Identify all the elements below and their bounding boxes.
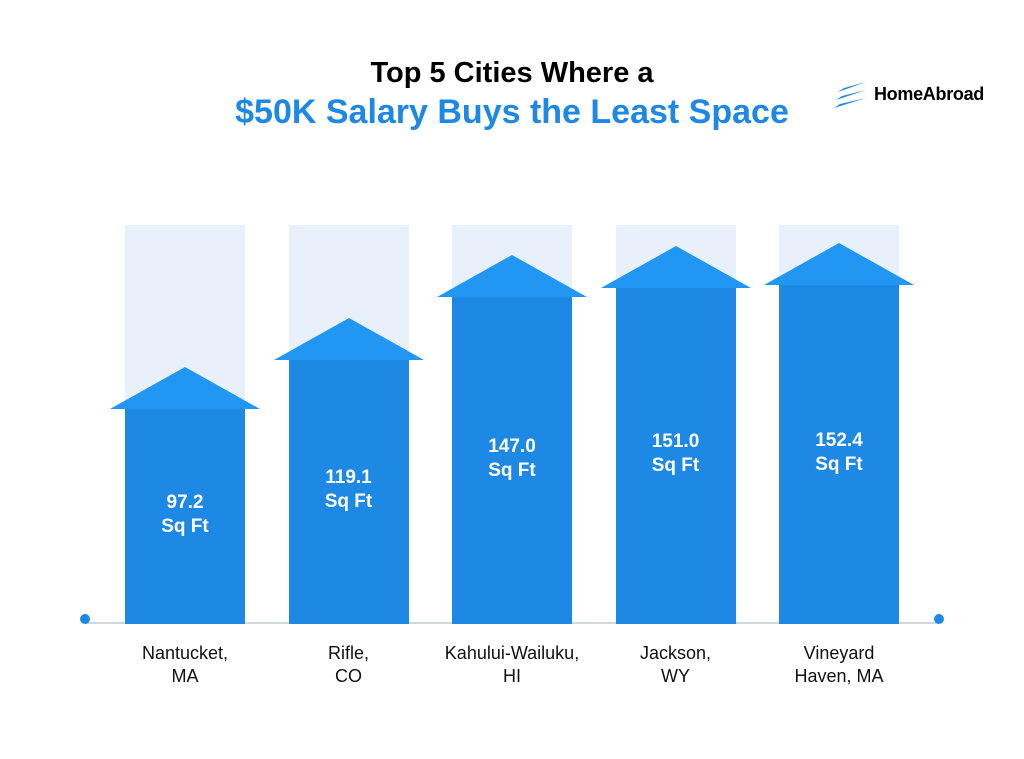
city-label-line1: Kahului-Wailuku, [445, 643, 579, 663]
bar: 97.2 Sq Ft [125, 405, 245, 624]
city-label-line2: MA [172, 666, 199, 686]
bar-value-unit: Sq Ft [815, 454, 863, 475]
bar-value-label: 152.4 Sq Ft [815, 429, 863, 477]
axis-dot-right [934, 614, 944, 624]
bar-arrow-cap-icon [110, 367, 260, 409]
bar: 147.0 Sq Ft [452, 293, 572, 624]
bar-value-unit: Sq Ft [652, 455, 700, 476]
city-label-line2: WY [661, 666, 690, 686]
city-label-line2: CO [335, 666, 362, 686]
bar-value-number: 152.4 [815, 430, 863, 451]
bar-arrow-cap-icon [274, 318, 424, 360]
bar-column: 147.0Sq FtKahului-Wailuku,HI [452, 225, 572, 694]
bar-column: 152.4 Sq Ft Vineyard Haven, MA [779, 225, 899, 694]
bar-value-unit: Sq Ft [161, 516, 209, 537]
bar-column: 119.1 Sq Ft Rifle, CO [289, 225, 409, 694]
bar-value-number: 119.1 [325, 467, 372, 488]
city-label-line1: Nantucket, [142, 643, 228, 663]
bar: 151.0 Sq Ft [616, 284, 736, 624]
bar-value-number: 147.0 [488, 436, 536, 457]
city-label: Vineyard Haven, MA [759, 642, 919, 689]
bar-value-label: 151.0 Sq Ft [652, 430, 700, 478]
city-label-line1: Jackson, [640, 643, 711, 663]
bar: 119.1 Sq Ft [289, 356, 409, 624]
brand-logo: HomeAbroad [834, 80, 984, 108]
city-label: Nantucket, MA [105, 642, 265, 689]
brand-logo-icon [834, 80, 866, 108]
city-label-line2: HI [503, 666, 521, 686]
bar-value-label: 97.2 Sq Ft [161, 491, 209, 539]
axis-dot-left [80, 614, 90, 624]
chart-area: 97.2Sq FtNantucket,MA119.1Sq FtRifle,CO1… [85, 225, 939, 694]
bar: 152.4 Sq Ft [779, 281, 899, 624]
bar-value-number: 151.0 [652, 431, 700, 452]
brand-name: HomeAbroad [874, 84, 984, 105]
city-label: Kahului-Wailuku, HI [432, 642, 592, 689]
bar-value-number: 97.2 [167, 492, 204, 513]
bar-arrow-cap-icon [764, 243, 914, 285]
bar-column: 151.0 Sq Ft Jackson, WY [616, 225, 736, 694]
bar-arrow-cap-icon [437, 255, 587, 297]
city-label: Rifle, CO [269, 642, 429, 689]
city-label-line1: Rifle, [328, 643, 369, 663]
bar-value-unit: Sq Ft [325, 491, 373, 512]
city-label: Jackson, WY [596, 642, 756, 689]
city-label-line2: Haven, MA [794, 666, 883, 686]
bar-value-label: 119.1 Sq Ft [325, 466, 373, 514]
bar-column: 97.2 Sq Ft Nantucket, MA [125, 225, 245, 694]
bars-container: 97.2Sq FtNantucket,MA119.1Sq FtRifle,CO1… [125, 225, 899, 694]
bar-value-label: 147.0 Sq Ft [488, 435, 536, 483]
city-label-line1: Vineyard [804, 643, 875, 663]
bar-value-unit: Sq Ft [488, 460, 536, 481]
bar-arrow-cap-icon [601, 246, 751, 288]
